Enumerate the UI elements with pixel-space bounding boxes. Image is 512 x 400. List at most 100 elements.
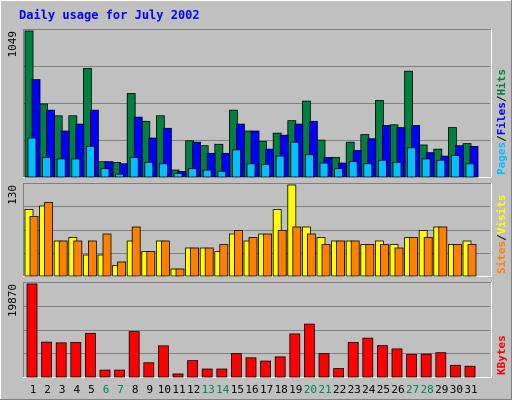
bar-sites-day-28 [423,237,433,277]
bar-pages-day-27 [407,147,417,178]
x-tick-label-day-20: 20 [304,383,317,396]
bar-sites-day-17 [263,233,273,277]
bar-kbytes-day-12 [187,360,199,378]
chart-title: Daily usage for July 2002 [19,8,200,22]
x-tick-label-day-4: 4 [73,383,80,396]
x-tick-label-day-27: 27 [406,383,419,396]
x-tick-label-day-17: 17 [260,383,273,396]
bar-pages-day-23 [348,161,358,178]
bar-pages-day-20 [304,154,314,178]
visits-panel: 130 Sites/Visits [6,183,508,277]
bar-pages-day-10 [158,163,168,178]
panels: 1049Pages/Files/Hits130Sites/Visits19870… [6,29,508,378]
bar-kbytes-day-8 [128,331,140,378]
bar-pages-day-6 [100,168,110,178]
bar-pages-day-1 [27,137,37,178]
bar-kbytes-day-29 [435,352,447,378]
bar-pages-day-2 [42,157,51,178]
bar-sites-day-22 [336,240,346,277]
x-tick-label-day-18: 18 [275,383,288,396]
bar-sites-day-8 [131,226,141,277]
bar-pages-day-26 [392,161,402,178]
bar-kbytes-day-23 [347,341,359,378]
bar-pages-day-14 [217,171,227,178]
x-tick-label-day-25: 25 [377,383,390,396]
bar-kbytes-day-4 [70,341,82,378]
bar-sites-day-7 [117,261,126,277]
bar-pages-day-22 [334,168,344,178]
bar-sites-day-16 [248,237,258,277]
bar-pages-day-18 [275,155,285,178]
side-label-pages: Pages [495,142,508,175]
bar-sites-day-5 [88,240,97,277]
bar-pages-day-15 [231,149,241,178]
x-tick-label-day-13: 13 [202,383,215,396]
bar-sites-day-10 [160,240,170,277]
x-tick-label-day-22: 22 [333,383,346,396]
bar-pages-day-24 [363,163,373,178]
bar-kbytes-day-28 [420,353,432,378]
bar-sites-day-25 [379,244,389,277]
usage-side-label: Pages/Files/Hits [495,69,508,175]
bar-sites-day-6 [102,233,112,277]
bar-kbytes-day-26 [391,348,403,378]
bar-kbytes-day-20 [303,323,315,378]
x-tick-label-day-6: 6 [103,383,110,396]
bar-sites-day-14 [219,244,229,277]
bar-sites-day-27 [409,237,419,277]
bar-sites-day-19 [292,226,302,277]
bar-kbytes-day-15 [230,353,242,378]
x-tick-label-day-26: 26 [391,383,404,396]
x-tick-label-day-15: 15 [231,383,244,396]
side-label-files: Files [495,102,508,135]
bar-pages-day-16 [246,163,256,178]
x-tick-label-day-14: 14 [216,383,230,396]
kbytes-side-label: KBytes [495,335,508,375]
bar-kbytes-day-27 [406,354,418,378]
x-tick-label-day-5: 5 [88,383,95,396]
bar-kbytes-day-16 [245,357,257,378]
x-tick-label-day-30: 30 [450,383,463,396]
bar-kbytes-day-11 [172,373,184,378]
x-tick-label-day-7: 7 [117,383,124,396]
side-label-separator: / [495,95,508,102]
bar-kbytes-day-13 [201,368,213,378]
bar-sites-day-9 [146,251,156,277]
bar-pages-day-4 [71,158,81,178]
bar-sites-day-23 [350,240,360,277]
bar-sites-day-15 [233,230,243,277]
side-label-kbytes: KBytes [495,335,508,375]
x-tick-label-day-31: 31 [464,383,477,396]
kbytes-max-label: 19870 [6,284,19,317]
x-axis-labels: 1 2 3 4 5 6 7 8 9 10 11 12 13 14 15 16 17 18 19 20 21 22 23 24 2… [30,383,478,396]
bar-sites-day-24 [365,244,375,277]
bar-pages-day-25 [377,159,387,178]
bar-kbytes-day-18 [274,356,286,378]
bar-pages-day-19 [290,141,300,178]
bar-kbytes-day-25 [376,345,388,378]
visits-side-label: Sites/Visits [495,195,508,275]
bar-pages-day-13 [202,169,212,178]
kbytes-panel: 19870 KBytes [6,282,508,378]
bar-pages-day-30 [450,155,460,178]
bar-pages-day-5 [86,145,95,178]
bar-kbytes-day-10 [157,345,169,378]
x-tick-label-day-2: 2 [44,383,51,396]
bar-pages-day-3 [56,158,66,178]
bar-kbytes-day-14 [216,368,228,378]
bar-kbytes-day-17 [260,360,272,378]
bar-pages-day-12 [188,168,198,178]
side-label-separator: / [495,234,508,241]
bar-sites-day-31 [467,244,477,277]
bar-kbytes-day-24 [362,337,374,378]
bar-sites-day-21 [321,244,331,277]
bar-pages-day-9 [144,161,154,178]
bar-kbytes-day-7 [114,369,125,378]
bar-kbytes-day-2 [41,341,52,378]
bar-pages-day-28 [421,158,431,178]
bar-kbytes-day-19 [289,333,301,378]
side-label-sites: Sites [495,241,508,274]
bar-pages-day-17 [261,164,271,178]
bar-sites-day-3 [58,240,68,277]
